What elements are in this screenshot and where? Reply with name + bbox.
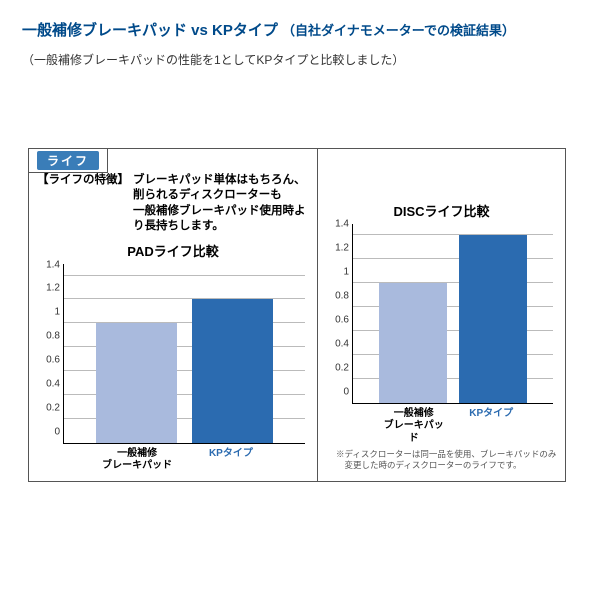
y-tick-label: 1.2 [327, 243, 349, 254]
title-main: 一般補修ブレーキパッド vs KPタイプ [22, 22, 278, 39]
x-axis-label: KPタイプ [192, 448, 271, 473]
x-axis-label: KPタイプ [459, 408, 524, 446]
chart-title-disc: DISCライフ比較 [326, 201, 557, 220]
y-tick-label: 1.4 [38, 259, 60, 270]
y-tick-label: 0.8 [327, 291, 349, 302]
y-tick-label: 0.2 [327, 362, 349, 373]
x-labels-pad: 一般補修ブレーキパッド KPタイプ [63, 448, 305, 473]
y-tick-label: 0.6 [327, 314, 349, 325]
panel-disc-life: DISCライフ比較 00.20.40.60.811.21.4 一般補修ブレーキパ… [318, 148, 566, 482]
y-tick-label: 0.4 [38, 378, 60, 389]
bars-group [353, 224, 553, 403]
y-tick-label: 0 [327, 386, 349, 397]
page-heading: 一般補修ブレーキパッド vs KPタイプ （自社ダイナモメーターでの検証結果） [22, 20, 578, 43]
footnote-disc: ※ディスクローターは同一品を使用、ブレーキパッドのみ 変更した時のディスクロータ… [336, 449, 557, 470]
x-axis-label: 一般補修ブレーキパッド [381, 408, 446, 446]
life-badge: ライフ [28, 148, 108, 173]
bar [459, 235, 526, 402]
bar [379, 283, 446, 402]
y-tick-label: 1 [38, 307, 60, 318]
chart-title-pad: PADライフ比較 [37, 241, 309, 260]
bar [192, 299, 273, 442]
footnote-line1: ※ディスクローターは同一品を使用、ブレーキパッドのみ [336, 449, 556, 459]
feature-text: ブレーキパッド単体はもちろん、削られるディスクローターも 一般補修ブレーキパッド… [133, 173, 309, 235]
x-axis-label: 一般補修ブレーキパッド [98, 448, 177, 473]
y-tick-label: 0.2 [38, 402, 60, 413]
title-subtext: （一般補修ブレーキパッドの性能を1としてKPタイプと比較しました） [22, 51, 578, 68]
y-tick-label: 1.2 [38, 283, 60, 294]
chart-pad: 00.20.40.60.811.21.4 [63, 264, 305, 444]
y-tick-label: 0.4 [327, 338, 349, 349]
x-labels-disc: 一般補修ブレーキパッド KPタイプ [352, 408, 553, 446]
footnote-line2: 変更した時のディスクローターのライフです。 [336, 460, 522, 470]
y-tick-label: 1.4 [327, 219, 349, 230]
feature-text-line2: 一般補修ブレーキパッド使用時より長持ちします。 [133, 205, 306, 233]
charts-container: ライフ 【ライフの特徴】 ブレーキパッド単体はもちろん、削られるディスクローター… [28, 148, 568, 482]
chart-disc: 00.20.40.60.811.21.4 [352, 224, 553, 404]
y-tick-label: 1 [327, 267, 349, 278]
bar [96, 323, 177, 442]
y-tick-label: 0.8 [38, 331, 60, 342]
y-tick-label: 0.6 [38, 354, 60, 365]
bars-group [64, 264, 305, 443]
feature-row: 【ライフの特徴】 ブレーキパッド単体はもちろん、削られるディスクローターも 一般… [37, 173, 309, 235]
y-tick-label: 0 [38, 426, 60, 437]
title-sub: （自社ダイナモメーターでの検証結果） [282, 23, 515, 38]
feature-label: 【ライフの特徴】 [37, 173, 129, 189]
life-badge-label: ライフ [37, 151, 99, 170]
feature-text-line1: ブレーキパッド単体はもちろん、削られるディスクローターも [133, 174, 306, 202]
panel-pad-life: ライフ 【ライフの特徴】 ブレーキパッド単体はもちろん、削られるディスクローター… [28, 148, 318, 482]
